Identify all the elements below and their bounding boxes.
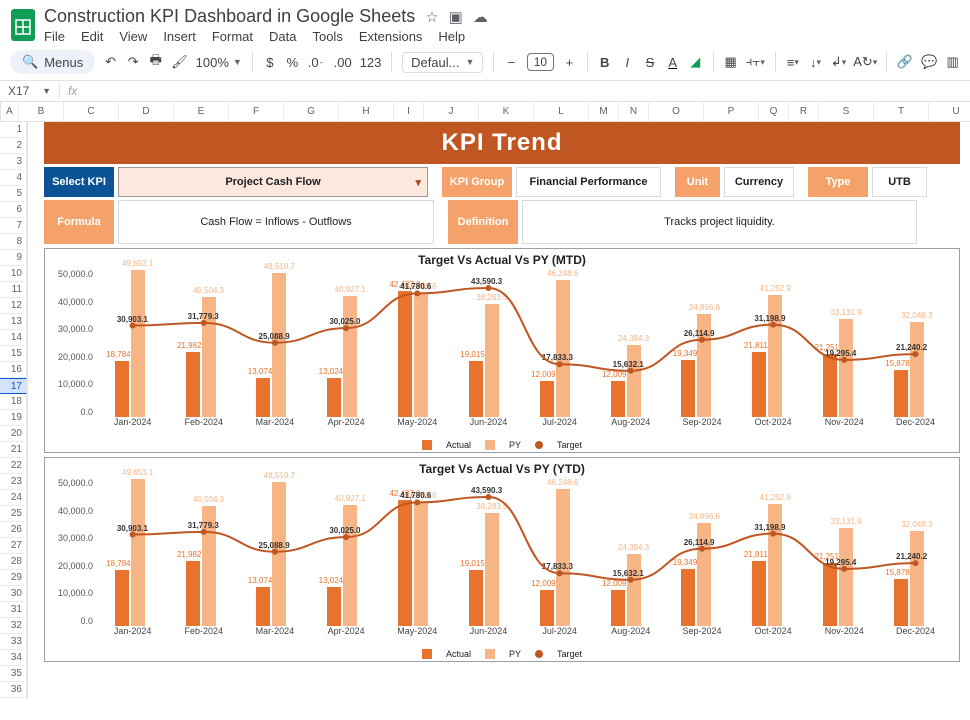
name-box-value: X17 — [8, 84, 29, 98]
value-kpi-group: Financial Performance — [516, 167, 661, 197]
label-definition: Definition — [448, 200, 518, 244]
label-unit: Unit — [675, 167, 720, 197]
more-formats-icon[interactable]: 123 — [360, 51, 382, 73]
legend-target-label: Target — [557, 440, 582, 450]
name-box[interactable]: X17▼ — [0, 84, 60, 98]
fx-icon: fx — [60, 84, 85, 98]
legend-actual-swatch — [422, 440, 432, 450]
chart-ytd-title: Target Vs Actual Vs PY (YTD) — [53, 462, 951, 476]
percent-icon[interactable]: % — [285, 51, 300, 73]
menu-file[interactable]: File — [44, 29, 65, 44]
document-title[interactable]: Construction KPI Dashboard in Google She… — [44, 6, 415, 27]
merge-icon[interactable]: ⫞⫟▾ — [746, 51, 765, 73]
column-headers[interactable]: ABCDEFGHIJKLMNOPQRSTU — [1, 102, 970, 122]
sheets-logo-icon[interactable] — [10, 8, 36, 42]
insert-chart-icon[interactable]: ▥ — [945, 51, 960, 73]
label-kpi-group: KPI Group — [442, 167, 512, 197]
value-type: UTB — [872, 167, 927, 197]
banner-title: KPI Trend — [44, 122, 960, 164]
value-definition: Tracks project liquidity. — [522, 200, 917, 244]
menu-tools[interactable]: Tools — [312, 29, 342, 44]
undo-icon[interactable]: ↶ — [103, 51, 118, 73]
strike-icon[interactable]: S — [643, 51, 658, 73]
decrease-decimal-icon[interactable]: .0← — [308, 51, 326, 73]
zoom-select[interactable]: 100%▼ — [196, 55, 242, 70]
menu-extensions[interactable]: Extensions — [359, 29, 423, 44]
menu-format[interactable]: Format — [212, 29, 253, 44]
search-icon: 🔍 — [22, 54, 38, 70]
valign-icon[interactable]: ↓▾ — [808, 51, 823, 73]
label-type: Type — [808, 167, 868, 197]
toolbar: 🔍 Menus ↶ ↷ 🖶 🖌 100%▼ $ % .0← .00 123 Def… — [0, 44, 970, 80]
title-bar: Construction KPI Dashboard in Google She… — [0, 0, 970, 44]
cloud-status-icon[interactable]: ☁ — [473, 8, 488, 26]
legend-target-swatch — [535, 441, 543, 449]
label-formula: Formula — [44, 200, 114, 244]
legend-py-label: PY — [509, 649, 521, 659]
font-size-value: 10 — [534, 55, 547, 69]
zoom-value: 100% — [196, 55, 229, 70]
font-value: Defaul... — [411, 55, 459, 70]
currency-icon[interactable]: $ — [263, 51, 278, 73]
italic-icon[interactable]: I — [620, 51, 635, 73]
paint-format-icon[interactable]: 🖌 — [171, 51, 188, 73]
chart-ytd: Target Vs Actual Vs PY (YTD) 50,000.040,… — [44, 457, 960, 662]
value-formula: Cash Flow = Inflows - Outflows — [118, 200, 434, 244]
menu-data[interactable]: Data — [269, 29, 296, 44]
decrease-size-icon[interactable]: − — [504, 51, 519, 73]
chart-mtd: Target Vs Actual Vs PY (MTD) 50,000.040,… — [44, 248, 960, 453]
increase-decimal-icon[interactable]: .00 — [334, 51, 352, 73]
row-headers[interactable]: 1234567891011121314151617181920212223242… — [0, 122, 28, 698]
print-icon[interactable]: 🖶 — [149, 51, 164, 73]
chart-mtd-legend: Actual PY Target — [53, 440, 951, 450]
dropdown-icon: ▾ — [415, 176, 421, 189]
rotate-icon[interactable]: A↻▾ — [854, 51, 876, 73]
value-unit: Currency — [724, 167, 794, 197]
menu-bar: File Edit View Insert Format Data Tools … — [44, 29, 488, 44]
menu-insert[interactable]: Insert — [163, 29, 196, 44]
sheet-body[interactable]: KPI Trend Select KPI Project Cash Flow ▾… — [28, 122, 970, 698]
select-kpi-value: Project Cash Flow — [225, 176, 320, 188]
search-menus[interactable]: 🔍 Menus — [10, 50, 95, 74]
menu-view[interactable]: View — [119, 29, 147, 44]
formula-bar: X17▼ fx — [0, 80, 970, 102]
legend-py-label: PY — [509, 440, 521, 450]
chart-ytd-legend: Actual PY Target — [53, 649, 951, 659]
legend-target-swatch — [535, 650, 543, 658]
chart-mtd-title: Target Vs Actual Vs PY (MTD) — [53, 253, 951, 267]
legend-actual-label: Actual — [446, 440, 471, 450]
legend-py-swatch — [485, 440, 495, 450]
bold-icon[interactable]: B — [597, 51, 612, 73]
star-icon[interactable]: ☆ — [425, 8, 438, 26]
menu-edit[interactable]: Edit — [81, 29, 103, 44]
wrap-icon[interactable]: ↲▾ — [831, 51, 846, 73]
legend-actual-swatch — [422, 649, 432, 659]
menu-help[interactable]: Help — [438, 29, 465, 44]
text-color-icon[interactable]: A — [665, 51, 680, 73]
redo-icon[interactable]: ↷ — [126, 51, 141, 73]
move-folder-icon[interactable]: ▣ — [449, 8, 463, 26]
halign-icon[interactable]: ≡▾ — [786, 51, 801, 73]
search-menus-label: Menus — [44, 55, 83, 70]
comment-icon[interactable]: 💬 — [921, 51, 937, 73]
legend-py-swatch — [485, 649, 495, 659]
font-select[interactable]: Defaul...▼ — [402, 52, 483, 73]
fill-color-icon[interactable]: ◢ — [688, 51, 703, 73]
legend-actual-label: Actual — [446, 649, 471, 659]
borders-icon[interactable]: ▦ — [723, 51, 738, 73]
font-size-input[interactable]: 10 — [527, 53, 554, 71]
legend-target-label: Target — [557, 649, 582, 659]
select-kpi-dropdown[interactable]: Project Cash Flow ▾ — [118, 167, 428, 197]
increase-size-icon[interactable]: + — [562, 51, 577, 73]
link-icon[interactable]: 🔗 — [897, 51, 913, 73]
label-select-kpi: Select KPI — [44, 167, 114, 197]
